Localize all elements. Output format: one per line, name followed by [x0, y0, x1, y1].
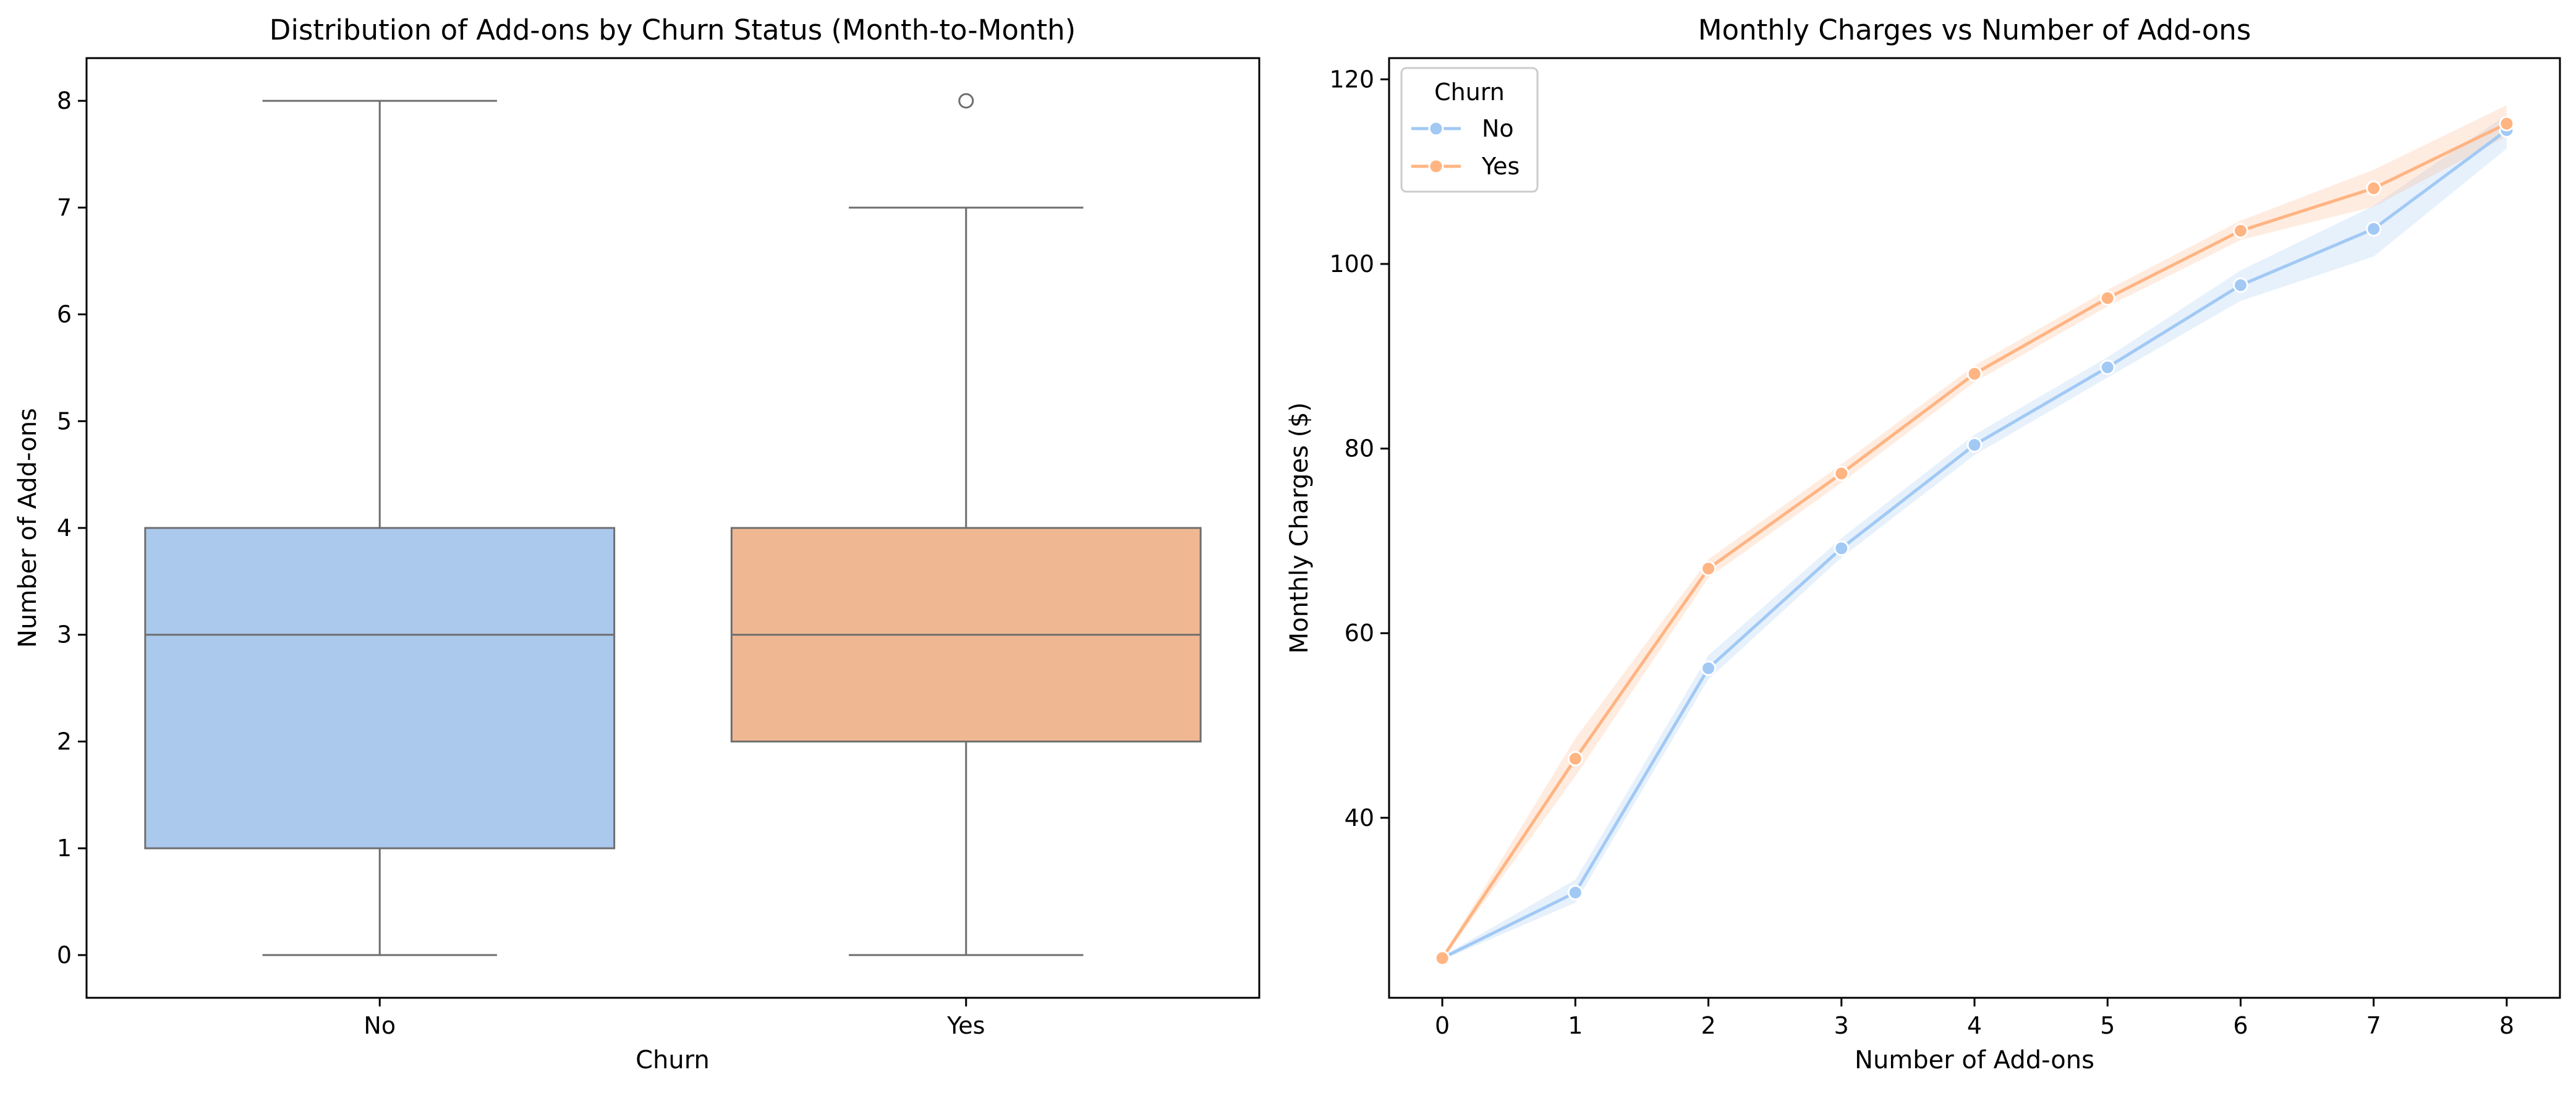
x-tick-label: 5	[2100, 1012, 2115, 1039]
box-no	[144, 100, 616, 956]
y-tick-label: 0	[57, 942, 72, 969]
boxplot-title: Distribution of Add-ons by Churn Status …	[270, 14, 1076, 46]
boxplot-panel: 0 1 2 3 4 5 6 7 8 No Yes Distribution of Add-ons …	[14, 14, 1260, 1074]
data-point	[1567, 885, 1583, 901]
x-tick-label: 3	[1834, 1012, 1849, 1039]
x-tick-label: Yes	[946, 1012, 985, 1039]
legend-items: No Yes	[1411, 115, 1520, 180]
series-yes	[1434, 116, 2515, 966]
data-point	[2232, 223, 2248, 239]
boxplot-y-label: Number of Add-ons	[14, 408, 42, 648]
data-point	[1966, 366, 1983, 382]
y-tick-label: 60	[1345, 619, 1374, 647]
data-point	[1834, 466, 1850, 482]
box-yes	[730, 93, 1202, 956]
legend-swatch-marker	[1428, 158, 1444, 174]
lineplot-y-label: Monthly Charges ($)	[1285, 402, 1314, 654]
data-point	[2499, 116, 2515, 132]
data-point	[2366, 221, 2382, 237]
data-point	[2099, 290, 2115, 306]
data-point	[2366, 181, 2382, 197]
outlier-point	[958, 93, 974, 109]
y-tick-label: 6	[57, 301, 72, 328]
legend-item-label: No	[1482, 115, 1514, 142]
lineplot-y-ticks: 40 60 80 100 120	[1329, 66, 1389, 831]
data-point	[1701, 561, 1717, 577]
lineplot-panel: 0 1 2 3 4 5 6 7 8 40 60 80 100 120 Monthly Charges v…	[1285, 14, 2561, 1074]
y-tick-label: 7	[57, 194, 72, 221]
data-point	[1701, 660, 1717, 676]
legend-item-no: No	[1411, 115, 1514, 142]
data-point	[2099, 359, 2115, 375]
y-tick-label: 8	[57, 87, 72, 114]
lineplot-x-label: Number of Add-ons	[1855, 1046, 2094, 1074]
x-tick-label: 4	[1967, 1012, 1982, 1039]
y-tick-label: 3	[57, 621, 72, 649]
legend-item-label: Yes	[1481, 153, 1520, 180]
boxplot-x-ticks: No Yes	[363, 998, 985, 1039]
y-tick-label: 120	[1329, 66, 1374, 93]
data-point	[1434, 950, 1450, 966]
box-iqr	[144, 527, 616, 849]
x-tick-label: 8	[2499, 1012, 2514, 1039]
lineplot-series	[1434, 116, 2515, 966]
y-tick-label: 5	[57, 407, 72, 435]
boxplot-boxes	[144, 93, 1202, 956]
x-tick-label: 2	[1701, 1012, 1715, 1039]
x-tick-label: 7	[2366, 1012, 2381, 1039]
y-tick-label: 4	[57, 514, 72, 542]
x-tick-label: 1	[1568, 1012, 1583, 1039]
legend-title: Churn	[1434, 79, 1505, 106]
y-tick-label: 80	[1345, 435, 1374, 462]
data-point	[1834, 540, 1850, 556]
lineplot-confidence-bands	[1442, 105, 2507, 960]
boxplot-y-ticks: 0 1 2 3 4 5 6 7 8	[57, 87, 87, 969]
data-point	[1966, 437, 1983, 453]
lineplot-title: Monthly Charges vs Number of Add-ons	[1698, 14, 2251, 46]
legend-item-yes: Yes	[1411, 153, 1520, 180]
boxplot-x-label: Churn	[635, 1046, 710, 1074]
data-point	[2232, 277, 2248, 293]
data-point	[1567, 751, 1583, 767]
x-tick-label: 6	[2233, 1012, 2248, 1039]
legend-swatch-marker	[1428, 121, 1444, 137]
x-tick-label: 0	[1435, 1012, 1450, 1039]
x-tick-label: No	[363, 1012, 396, 1039]
y-tick-label: 100	[1329, 250, 1374, 278]
y-tick-label: 40	[1345, 804, 1374, 831]
ci-band-yes	[1442, 105, 2507, 960]
lineplot-x-ticks: 0 1 2 3 4 5 6 7 8	[1435, 998, 2514, 1039]
ci-band-no	[1442, 114, 2507, 960]
legend: Churn No Yes	[1400, 67, 1539, 193]
y-tick-label: 2	[57, 728, 72, 755]
y-tick-label: 1	[57, 835, 72, 862]
